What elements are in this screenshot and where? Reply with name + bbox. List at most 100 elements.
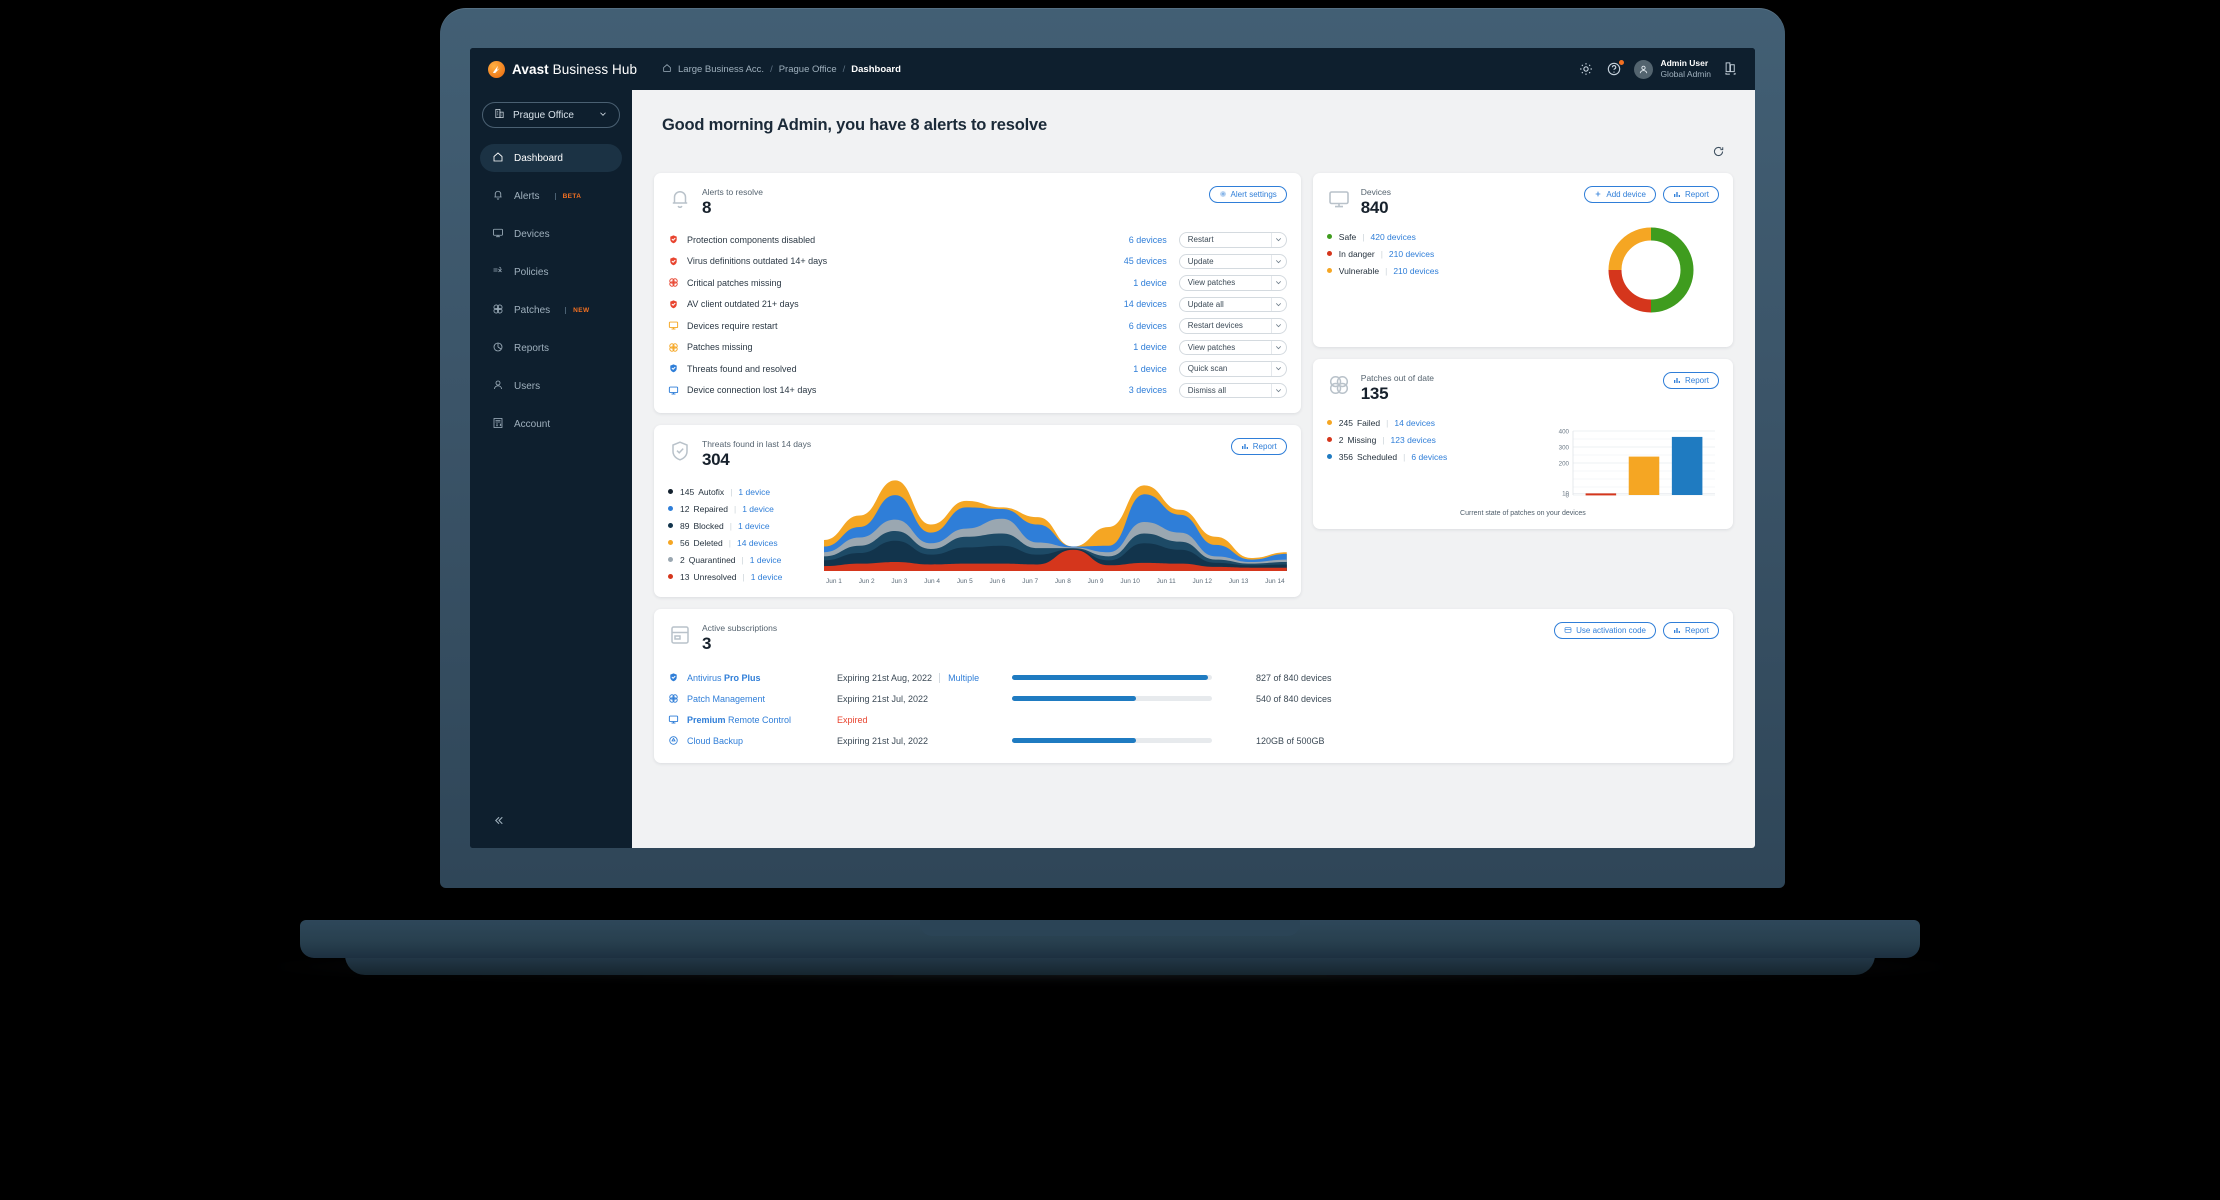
- subscription-name[interactable]: Antivirus Pro Plus: [687, 672, 761, 683]
- alert-action-label: Quick scan: [1187, 364, 1228, 374]
- sidebar-item-patches[interactable]: Patches NEW: [480, 296, 622, 324]
- alert-action-select[interactable]: Restart devices: [1178, 318, 1287, 334]
- shield-alert-icon: [668, 299, 679, 310]
- subscription-expiry: Expired: [837, 714, 868, 725]
- legend-value[interactable]: 1 device: [737, 520, 770, 531]
- add-device-button[interactable]: Add device: [1584, 186, 1656, 203]
- alert-action-select[interactable]: Update: [1178, 253, 1287, 269]
- sidebar-item-dashboard[interactable]: Dashboard: [480, 144, 622, 172]
- legend-value[interactable]: 14 devices: [737, 537, 778, 548]
- alerts-card-header: Alerts to resolve 8 Alert settings: [668, 186, 1287, 217]
- use-activation-code-button[interactable]: Use activation code: [1554, 622, 1656, 639]
- patches-icon: [668, 277, 679, 288]
- alert-device-count[interactable]: 14 devices: [1123, 299, 1167, 310]
- alert-action-select[interactable]: Restart: [1178, 232, 1287, 248]
- legend-value[interactable]: 6 devices: [1411, 451, 1448, 462]
- office-selector[interactable]: Prague Office: [482, 102, 620, 128]
- home-icon[interactable]: [662, 63, 672, 76]
- alert-device-count[interactable]: 1 device: [1133, 342, 1167, 353]
- alert-device-count[interactable]: 45 devices: [1123, 256, 1167, 267]
- sidebar-item-alerts[interactable]: Alerts BETA: [480, 182, 622, 210]
- sidebar-item-account[interactable]: Account: [480, 410, 622, 438]
- legend-label: Autofix: [698, 486, 725, 497]
- alerts-card-actions: Alert settings: [1208, 186, 1287, 203]
- user-name: Admin User: [1660, 58, 1709, 68]
- legend-label: Blocked: [693, 520, 724, 531]
- alert-row: Critical patches missing 1 device View pat…: [668, 272, 1287, 294]
- threats-card-body: 145 Autofix | 1 device 12 Repaired | 1 device 89…: [668, 469, 1287, 585]
- refresh-icon[interactable]: [1712, 145, 1725, 167]
- svg-text:300: 300: [1559, 444, 1570, 451]
- legend-number: 13: [680, 571, 690, 582]
- legend-label: Scheduled: [1356, 451, 1398, 462]
- threats-legend: 145 Autofix | 1 device 12 Repaired | 1 device 89…: [668, 483, 818, 585]
- threats-report-button[interactable]: Report: [1230, 438, 1287, 455]
- alert-device-count[interactable]: 6 devices: [1128, 234, 1167, 245]
- subscription-progress-bar: [1012, 738, 1212, 743]
- alert-action-select[interactable]: View patches: [1178, 339, 1287, 355]
- devices-report-button[interactable]: Report: [1662, 186, 1719, 203]
- legend-row: Vulnerable | 210 devices: [1326, 262, 1477, 279]
- legend-color-dot: [668, 506, 673, 511]
- legend-value[interactable]: 1 device: [742, 503, 774, 514]
- main-content: Good morning Admin, you have 8 alerts to…: [632, 90, 1755, 848]
- legend-value[interactable]: 1 device: [738, 486, 771, 497]
- legend-row: 56 Deleted | 14 devices: [668, 534, 818, 551]
- app-screen: Avast Business Hub Large Business Acc. /…: [470, 48, 1755, 848]
- subscription-name[interactable]: Cloud Backup: [687, 735, 744, 746]
- breadcrumb-item-0[interactable]: Large Business Acc.: [678, 63, 765, 75]
- alert-name: Device connection lost 14+ days: [687, 385, 817, 396]
- legend-value[interactable]: 210 devices: [1388, 248, 1435, 259]
- sidebar-item-policies[interactable]: Policies: [480, 258, 622, 286]
- sidebar-item-label: Reports: [514, 342, 550, 354]
- x-axis-tick: Jun 8: [1054, 578, 1071, 585]
- subscription-name[interactable]: Patch Management: [687, 693, 766, 704]
- home-icon: [492, 151, 504, 166]
- collapse-sidebar-icon[interactable]: [470, 814, 632, 832]
- legend-value[interactable]: 14 devices: [1394, 417, 1435, 428]
- sidebar-item-devices[interactable]: Devices: [480, 220, 622, 248]
- legend-value[interactable]: 420 devices: [1370, 231, 1416, 242]
- help-icon[interactable]: [1606, 59, 1626, 77]
- chevron-down-icon: [1272, 364, 1286, 373]
- gear-icon[interactable]: [1578, 61, 1594, 77]
- monitor-icon: [668, 320, 679, 331]
- subscription-multiple-link[interactable]: Multiple: [939, 672, 980, 683]
- legend-separator: |: [1385, 265, 1388, 276]
- user-menu[interactable]: Admin User Global Admin: [1634, 58, 1711, 80]
- switch-company-icon[interactable]: [1723, 61, 1739, 77]
- alert-device-count[interactable]: 6 devices: [1128, 320, 1167, 331]
- x-axis-tick: Jun 10: [1120, 578, 1140, 585]
- building-icon: [494, 108, 505, 122]
- subscriptions-card-titleblock: Active subscriptions 3: [702, 622, 777, 653]
- legend-value[interactable]: 210 devices: [1393, 265, 1439, 276]
- monitor-icon: [1327, 187, 1351, 211]
- subscription-progress-fill: [1012, 738, 1136, 743]
- subscription-row: Cloud Backup Expiring 21st Jul, 2022 120GB…: [668, 730, 1719, 751]
- subscriptions-report-button[interactable]: Report: [1662, 622, 1719, 639]
- sidebar-item-users[interactable]: Users: [480, 372, 622, 400]
- alert-action-select[interactable]: Quick scan: [1178, 361, 1287, 377]
- shield-check-icon: [668, 439, 692, 463]
- brand-logo[interactable]: Avast Business Hub: [488, 60, 650, 78]
- alert-action-select[interactable]: View patches: [1178, 275, 1287, 291]
- threats-chart: Jun 1 Jun 2 Jun 3 Jun 4 Jun 5 Jun 6 Jun 7 Jun 8…: [824, 469, 1287, 585]
- alert-settings-button[interactable]: Alert settings: [1208, 186, 1287, 203]
- legend-value[interactable]: 1 device: [750, 571, 783, 582]
- legend-value[interactable]: 123 devices: [1390, 434, 1436, 445]
- subscription-name[interactable]: Premium Remote Control: [687, 714, 792, 725]
- sidebar-item-label: Account: [514, 418, 551, 430]
- legend-row: 13 Unresolved | 1 device: [668, 568, 818, 585]
- alert-device-count[interactable]: 1 device: [1133, 363, 1167, 374]
- alert-action-select[interactable]: Update all: [1178, 296, 1287, 312]
- alert-device-count[interactable]: 3 devices: [1128, 385, 1167, 396]
- alert-name: Threats found and resolved: [687, 363, 797, 374]
- legend-value[interactable]: 1 device: [749, 554, 782, 565]
- alert-device-count[interactable]: 1 device: [1133, 277, 1167, 288]
- patches-report-button[interactable]: Report: [1662, 372, 1719, 389]
- x-axis-tick: Jun 4: [924, 578, 941, 585]
- sidebar-item-reports[interactable]: Reports: [480, 334, 622, 362]
- breadcrumb-item-1[interactable]: Prague Office: [778, 63, 837, 75]
- devices-card: Devices 840 Add device: [1312, 173, 1733, 347]
- alert-action-select[interactable]: Dismiss all: [1178, 382, 1287, 398]
